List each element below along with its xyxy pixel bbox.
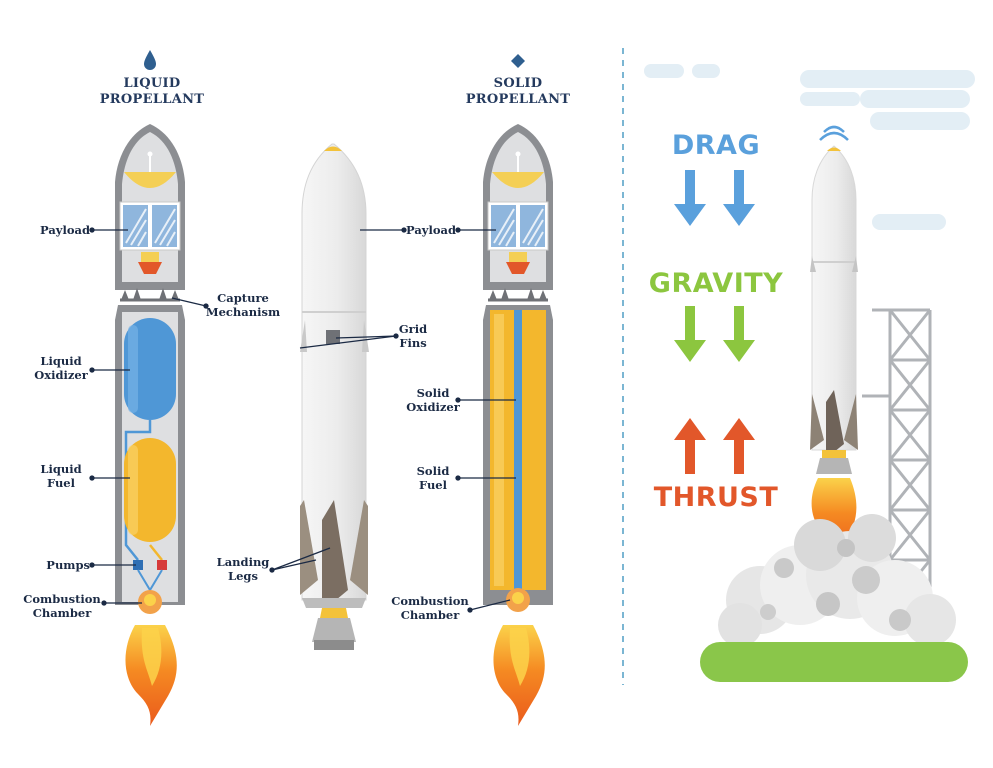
solid-oxidizer-label: Solid Oxidizer [406, 386, 460, 414]
drag-arrows [674, 170, 755, 226]
thrust-arrows [674, 418, 755, 474]
liquid-drop-icon [144, 50, 156, 70]
solid-propellant-heading: SOLID PROPELLANT [465, 76, 571, 107]
drag-label: DRAG [671, 130, 761, 161]
solid-diamond-icon [511, 54, 525, 68]
solid-rocket [483, 54, 553, 726]
force-arrows [674, 170, 755, 474]
liquid-propellant-heading: LIQUID PROPELLANT [99, 76, 205, 107]
launching-rocket [810, 125, 858, 556]
solid-fuel-label: Solid Fuel [416, 464, 450, 492]
solid-body [483, 305, 553, 612]
pumps-label: Pumps [46, 558, 90, 572]
liquid-capture-mechanism [120, 288, 180, 302]
launch-smoke [718, 514, 956, 647]
ground-strip [700, 642, 968, 682]
solid-payload-label: Payload [405, 223, 456, 237]
gravity-arrows [674, 306, 755, 362]
liquid-payload-label: Payload [39, 223, 90, 237]
solid-fairing [483, 124, 553, 290]
gravity-label: GRAVITY [648, 268, 784, 299]
liquid-rocket [115, 50, 185, 726]
thrust-label: THRUST [653, 482, 779, 513]
grid-fins-label: Grid Fins [398, 322, 428, 350]
liquid-fairing [115, 124, 185, 290]
landing-legs-label: Landing Legs [216, 555, 270, 583]
leader-lines [89, 227, 516, 613]
solid-combustion-chamber-label: Combustion Chamber [391, 594, 469, 622]
capture-mechanism-label: Capture Mechanism [205, 291, 281, 319]
middle-rocket [300, 143, 369, 650]
sky-clouds [644, 64, 975, 230]
liquid-combustion-chamber-label: Combustion Chamber [23, 592, 101, 620]
liquid-oxidizer-label: Liquid Oxidizer [34, 354, 88, 382]
launch-tower [862, 308, 932, 620]
liquid-fuel-label: Liquid Fuel [40, 462, 82, 490]
liquid-body [115, 305, 185, 614]
